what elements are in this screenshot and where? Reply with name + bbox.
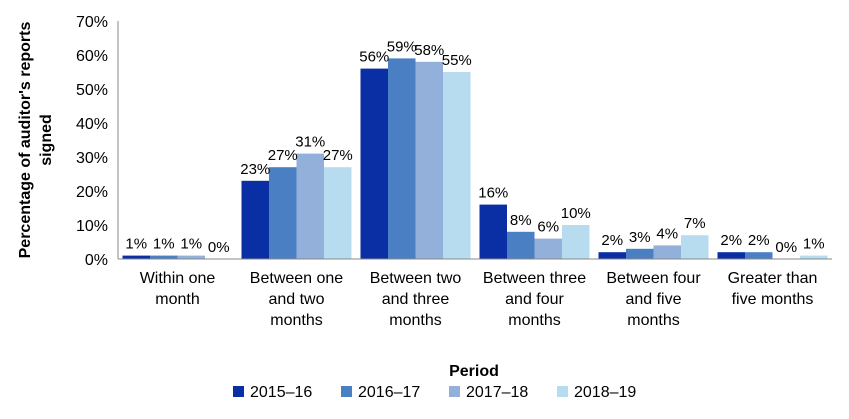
legend-label: 2015–16 (250, 384, 312, 401)
bar (681, 235, 709, 259)
data-label: 1% (180, 236, 202, 253)
data-labels: 1% 1% 1% 0%23%27%31%27%56%59%58%55%16%8% 6%1… (125, 38, 824, 256)
bar (443, 72, 471, 259)
legend: 2015–16 2016–17 2017–18 2018–19 (233, 384, 636, 401)
data-label: 58% (414, 42, 444, 59)
category-label: Between one and two months (250, 270, 344, 329)
legend-label: 2016–17 (358, 384, 420, 401)
y-tick-label: 70% (76, 14, 108, 31)
data-label: 2% (720, 232, 742, 249)
y-tick-label: 10% (76, 218, 108, 235)
bar (717, 252, 745, 259)
bar (415, 61, 443, 259)
bar (241, 180, 269, 259)
data-label: 1% (125, 236, 147, 253)
bar (150, 255, 178, 259)
data-label: 55% (442, 52, 472, 69)
x-axis: Within one month Between one and two months B… (118, 258, 832, 329)
x-axis-title: Period (449, 363, 499, 380)
legend-label: 2017–18 (466, 384, 528, 401)
data-label: 0% (775, 239, 797, 256)
legend-swatch (449, 386, 460, 397)
bar (598, 252, 626, 259)
data-label: 59% (387, 38, 417, 55)
y-tick-label: 20% (76, 184, 108, 201)
bar (479, 204, 507, 259)
data-label: 6% (537, 219, 559, 236)
y-tick-label: 60% (76, 48, 108, 65)
category-label: Greater than five months (728, 270, 818, 308)
data-label: 2% (601, 232, 623, 249)
bar (562, 225, 590, 259)
bar (626, 248, 654, 259)
bar (122, 255, 150, 259)
legend-swatch (233, 386, 244, 397)
data-label: 27% (323, 147, 353, 164)
y-tick-label: 40% (76, 116, 108, 133)
bar (507, 231, 535, 259)
bar (360, 68, 388, 259)
bar (800, 255, 828, 259)
category-label: Between four and five months (606, 270, 701, 329)
legend-swatch (557, 386, 568, 397)
data-label: 4% (656, 225, 678, 242)
data-label: 1% (803, 236, 825, 253)
bar (296, 153, 324, 259)
bars (122, 58, 828, 260)
legend-label: 2018–19 (574, 384, 636, 401)
y-axis: 0% 10% 20% 30% 40% 50% 60% 70% (76, 14, 119, 269)
y-tick-label: 30% (76, 150, 108, 167)
y-tick-label: 0% (85, 252, 108, 269)
data-label: 23% (240, 161, 270, 178)
bar (269, 167, 297, 259)
y-tick-label: 50% (76, 82, 108, 99)
data-label: 1% (153, 236, 175, 253)
data-label: 8% (510, 212, 532, 229)
data-label: 7% (684, 215, 706, 232)
y-axis-title: Percentage of auditor's reports signed (17, 22, 55, 259)
bar (388, 58, 416, 260)
data-label: 31% (295, 134, 325, 151)
data-label: 2% (748, 232, 770, 249)
legend-swatch (341, 386, 352, 397)
data-label: 0% (208, 239, 230, 256)
category-label: Within one month (140, 270, 216, 308)
category-label: Between three and four months (483, 270, 586, 329)
data-label: 3% (629, 229, 651, 246)
data-label: 27% (268, 147, 298, 164)
legend-item: 2016–17 (341, 384, 420, 401)
bar (177, 255, 205, 259)
bar (745, 252, 773, 259)
data-label: 56% (359, 49, 389, 66)
category-label: Between two and three months (370, 270, 462, 329)
data-label: 10% (561, 205, 591, 222)
bar (324, 167, 352, 259)
legend-item: 2015–16 (233, 384, 312, 401)
data-label: 16% (478, 185, 508, 202)
legend-item: 2018–19 (557, 384, 636, 401)
bar (534, 238, 562, 259)
legend-item: 2017–18 (449, 384, 528, 401)
bar (653, 245, 681, 259)
